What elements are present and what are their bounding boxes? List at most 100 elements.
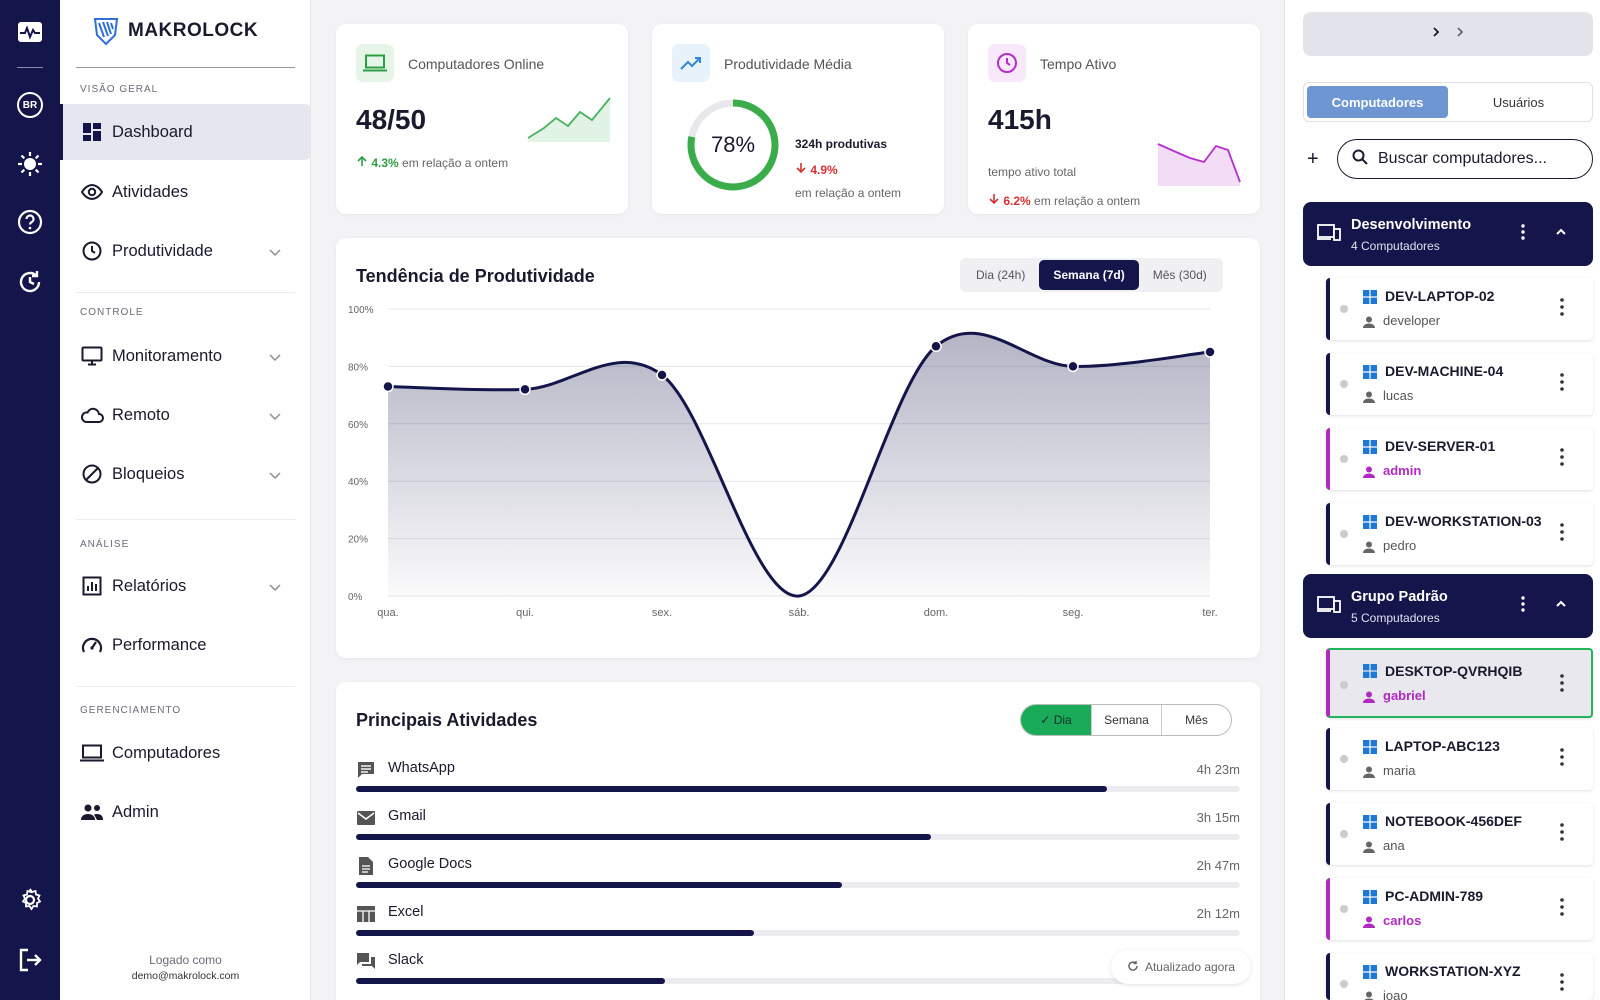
more-vertical-icon[interactable] bbox=[1521, 596, 1525, 617]
sun-icon[interactable] bbox=[14, 148, 46, 180]
more-vertical-icon[interactable] bbox=[1521, 224, 1525, 245]
more-vertical-icon[interactable] bbox=[1560, 973, 1564, 996]
more-vertical-icon[interactable] bbox=[1560, 748, 1564, 771]
user-icon bbox=[1363, 765, 1375, 783]
user-icon bbox=[1363, 990, 1375, 1000]
chat-icon bbox=[356, 760, 376, 780]
more-vertical-icon[interactable] bbox=[1560, 373, 1564, 396]
devices-icon bbox=[1317, 594, 1341, 619]
activity-item[interactable]: Slack bbox=[356, 946, 1240, 994]
chevron-up-icon[interactable] bbox=[1555, 224, 1567, 242]
settings-icon[interactable] bbox=[14, 884, 46, 916]
activity-name: Google Docs bbox=[388, 856, 472, 872]
user-icon bbox=[1363, 315, 1375, 333]
more-vertical-icon[interactable] bbox=[1560, 298, 1564, 321]
series-line bbox=[387, 331, 1211, 598]
chevron-right-icon[interactable] bbox=[1455, 25, 1465, 43]
refresh-clock-icon[interactable] bbox=[14, 266, 46, 298]
sidebar-item-relatorios[interactable]: Relatórios bbox=[60, 558, 311, 614]
kpi-title: Tempo Ativo bbox=[1040, 56, 1117, 72]
sidebar-item-remoto[interactable]: Remoto bbox=[60, 387, 311, 443]
monitor-icon bbox=[80, 344, 104, 368]
y-tick-label: 40% bbox=[348, 477, 368, 488]
activity-bar-fill bbox=[356, 978, 666, 984]
computer-item[interactable]: DEV-LAPTOP-02 developer bbox=[1326, 278, 1593, 340]
sidebar-item-dashboard[interactable]: Dashboard bbox=[60, 104, 311, 160]
group-header-desenvolvimento[interactable]: Desenvolvimento 4 Computadores bbox=[1303, 202, 1593, 266]
computer-name: WORKSTATION-XYZ bbox=[1385, 963, 1521, 979]
more-vertical-icon[interactable] bbox=[1560, 898, 1564, 921]
computer-name: NOTEBOOK-456DEF bbox=[1385, 813, 1522, 829]
sidebar-item-label: Monitoramento bbox=[112, 346, 223, 365]
sidebar-item-admin[interactable]: Admin bbox=[60, 784, 311, 840]
computer-item[interactable]: NOTEBOOK-456DEF ana bbox=[1326, 803, 1593, 865]
trend-chart: 0% 20% 40% 60% 80% 100% qua. qui. sex. sáb. dom. se… bbox=[348, 305, 1218, 619]
add-icon[interactable]: + bbox=[1307, 148, 1319, 170]
updated-indicator[interactable]: Atualizado agora bbox=[1111, 950, 1251, 984]
sidebar-item-atividades[interactable]: Atividades bbox=[60, 164, 311, 220]
search-box[interactable] bbox=[1337, 139, 1593, 179]
search-input[interactable] bbox=[1378, 150, 1568, 168]
activity-bar-track bbox=[356, 978, 1240, 984]
tab-month[interactable]: Mês (30d) bbox=[1152, 268, 1207, 282]
user-icon bbox=[1363, 690, 1375, 708]
activity-item[interactable]: Google Docs 2h 47m bbox=[356, 850, 1240, 898]
computer-item[interactable]: LAPTOP-ABC123 maria bbox=[1326, 728, 1593, 790]
filter-week[interactable]: Semana bbox=[1091, 705, 1161, 735]
computer-item[interactable]: DEV-WORKSTATION-03 pedro bbox=[1326, 503, 1593, 565]
rail-divider bbox=[17, 67, 43, 68]
more-vertical-icon[interactable] bbox=[1560, 674, 1564, 697]
status-dot bbox=[1340, 530, 1348, 538]
sidebar-item-performance[interactable]: Performance bbox=[60, 617, 311, 673]
data-point bbox=[519, 383, 531, 396]
computer-item[interactable]: DEV-MACHINE-04 lucas bbox=[1326, 353, 1593, 415]
pulse-icon[interactable] bbox=[14, 16, 46, 48]
kpi-delta-value: 6.2% bbox=[1003, 194, 1031, 208]
sidebar-item-computadores[interactable]: Computadores bbox=[60, 725, 311, 781]
tab-usuarios[interactable]: Usuários bbox=[1492, 95, 1545, 110]
data-point bbox=[656, 369, 668, 381]
laptop-icon bbox=[80, 741, 104, 765]
sidebar-item-monitoramento[interactable]: Monitoramento bbox=[60, 328, 311, 384]
tab-week[interactable]: Semana (7d) bbox=[1039, 260, 1139, 290]
computer-item[interactable]: WORKSTATION-XYZ joao bbox=[1326, 953, 1593, 1000]
filter-day[interactable]: ✓ Dia bbox=[1021, 705, 1091, 735]
x-tick-label: seg. bbox=[1063, 607, 1084, 619]
sidebar-item-produtividade[interactable]: Produtividade bbox=[60, 223, 311, 279]
sparkline-online bbox=[527, 97, 611, 142]
more-vertical-icon[interactable] bbox=[1560, 823, 1564, 846]
computer-item[interactable]: DEV-SERVER-01 admin bbox=[1326, 428, 1593, 490]
sidebar-item-bloqueios[interactable]: Bloqueios bbox=[60, 446, 311, 502]
computer-user: admin bbox=[1383, 463, 1422, 478]
productive-hours: 324h produtivas bbox=[795, 137, 888, 151]
kpi-card-productivity: Produtividade Média 78% 324h produtivas … bbox=[652, 24, 944, 214]
logout-icon[interactable] bbox=[14, 944, 46, 976]
tab-computadores[interactable]: Computadores bbox=[1307, 86, 1448, 118]
chevron-up-icon[interactable] bbox=[1555, 596, 1567, 614]
kpi-subtitle: tempo ativo total bbox=[988, 165, 1077, 179]
more-vertical-icon[interactable] bbox=[1560, 448, 1564, 471]
login-info: Logado como demo@makrolock.com bbox=[60, 952, 311, 984]
tab-day[interactable]: Dia (24h) bbox=[976, 268, 1026, 282]
activity-item[interactable]: Gmail 3h 15m bbox=[356, 802, 1240, 850]
help-icon[interactable] bbox=[14, 206, 46, 238]
activity-item[interactable]: WhatsApp 4h 23m bbox=[356, 754, 1240, 802]
activity-name: Excel bbox=[388, 904, 424, 920]
windows-icon bbox=[1363, 290, 1377, 309]
more-vertical-icon[interactable] bbox=[1560, 523, 1564, 546]
activity-item[interactable]: Excel 2h 12m bbox=[356, 898, 1240, 946]
forum-icon bbox=[356, 952, 376, 972]
chevron-down-icon bbox=[268, 348, 282, 367]
sidebar-item-label: Produtividade bbox=[112, 241, 213, 260]
chevron-right-icon[interactable] bbox=[1431, 25, 1441, 43]
panel-top-bar[interactable] bbox=[1303, 12, 1593, 56]
windows-icon bbox=[1363, 365, 1377, 384]
y-tick-label: 60% bbox=[348, 420, 368, 431]
language-badge[interactable]: BR bbox=[17, 92, 43, 118]
computer-item-selected[interactable]: DESKTOP-QVRHQIB gabriel bbox=[1326, 648, 1593, 718]
filter-month[interactable]: Mês bbox=[1161, 705, 1231, 735]
brand-logo[interactable]: MAKROLOCK bbox=[92, 16, 258, 46]
computer-item[interactable]: PC-ADMIN-789 carlos bbox=[1326, 878, 1593, 940]
status-dot bbox=[1340, 905, 1348, 913]
group-header-grupo-padrao[interactable]: Grupo Padrão 5 Computadores bbox=[1303, 574, 1593, 638]
